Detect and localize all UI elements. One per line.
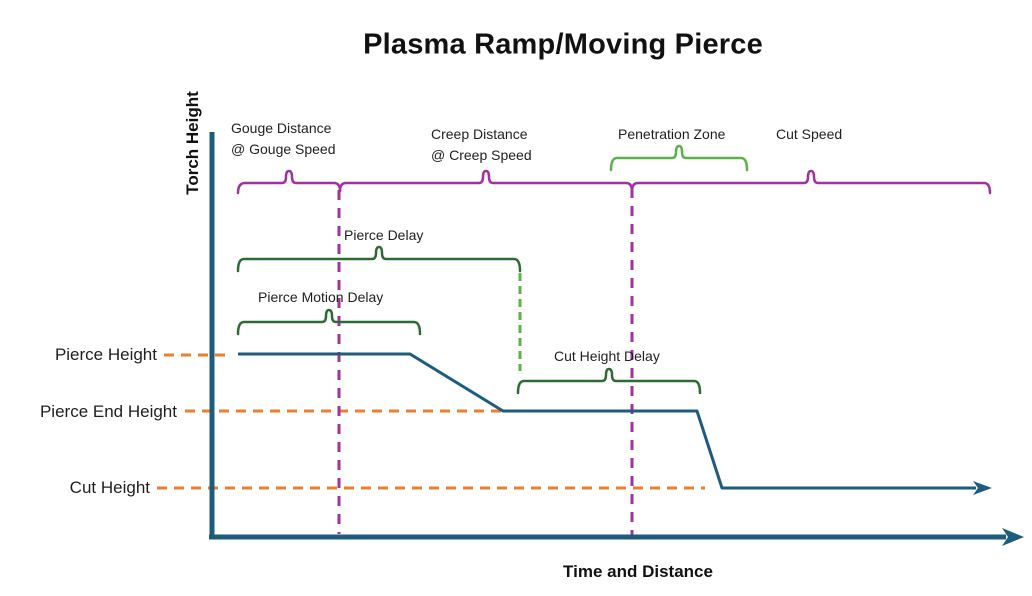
y-axis-title: Torch Height <box>183 91 202 195</box>
penetration-zone-label: Penetration Zone <box>618 126 726 142</box>
cut-height-delay-brace <box>516 367 702 395</box>
creep-distance-brace <box>338 169 634 193</box>
x-axis-title: Time and Distance <box>563 562 713 581</box>
diagram-title: Plasma Ramp/Moving Pierce <box>363 28 763 61</box>
cut-height-label: Cut Height <box>69 478 150 497</box>
penetration-zone-brace <box>609 144 749 172</box>
cut-speed-label: Cut Speed <box>776 126 843 142</box>
gouge-distance-label: Gouge Distance @ Gouge Speed <box>231 118 336 160</box>
pierce-height-label: Pierce Height <box>54 345 157 364</box>
pierce-motion-delay-label: Pierce Motion Delay <box>258 289 384 305</box>
gouge-distance-brace <box>236 169 342 195</box>
pierce-motion-delay-brace <box>236 308 422 336</box>
creep-distance-label-line1: Creep Distance <box>431 126 528 142</box>
gouge-distance-label-line2: @ Gouge Speed <box>231 141 336 157</box>
pierce-end-height-label: Pierce End Height <box>39 402 177 421</box>
cut-height-delay-label: Cut Height Delay <box>554 348 660 364</box>
cut-speed-brace <box>630 169 992 195</box>
creep-distance-label: Creep Distance @ Creep Speed <box>431 124 532 166</box>
pierce-delay-brace <box>236 245 522 273</box>
profile-line-arrowhead-icon <box>973 481 992 495</box>
creep-distance-label-line2: @ Creep Speed <box>431 147 532 163</box>
pierce-delay-label: Pierce Delay <box>344 227 424 243</box>
torch-height-profile-line <box>238 352 976 490</box>
gouge-distance-label-line1: Gouge Distance <box>231 120 332 136</box>
x-axis-arrowhead-icon <box>1002 528 1024 546</box>
